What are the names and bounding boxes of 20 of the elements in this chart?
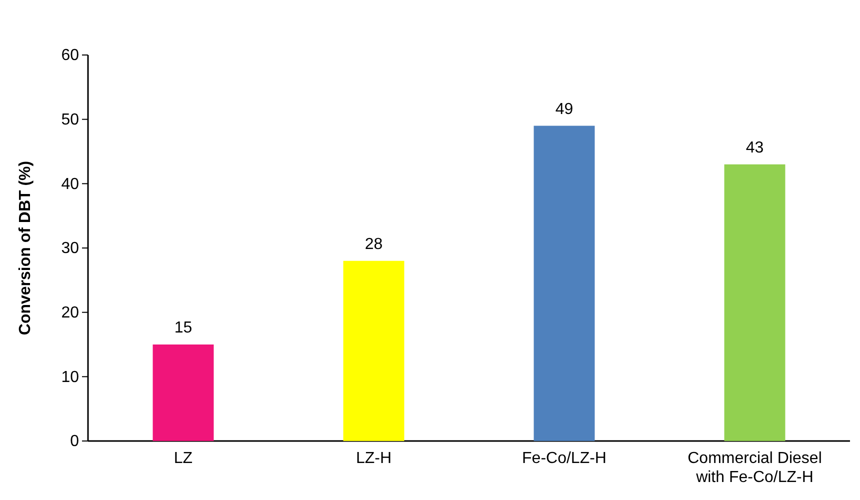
data-label: 15: [174, 320, 192, 336]
y-tick-label: 0: [70, 433, 80, 450]
data-label: 43: [746, 139, 764, 156]
y-tick-label: 20: [61, 304, 80, 322]
x-tick-label: Commercial Diesel with Fe-Co/LZ-H: [688, 450, 822, 486]
y-tick-label: 50: [61, 111, 80, 128]
y-tick-label: 30: [61, 240, 80, 258]
y-axis-title: Conversion of DBT (%): [17, 160, 34, 336]
bar: [343, 260, 404, 441]
bar: [724, 164, 786, 441]
bar: [534, 126, 595, 441]
y-tick-label: 60: [61, 47, 80, 64]
bar: [152, 344, 214, 441]
y-tick-label: 40: [61, 176, 80, 193]
data-label: 28: [364, 236, 383, 253]
x-tick-label: Fe-Co/LZ-H: [522, 450, 606, 467]
x-tick-label: LZ-H: [356, 450, 392, 467]
y-tick-label: 10: [61, 368, 80, 386]
data-label: 49: [555, 100, 574, 118]
x-tick-label: LZ: [174, 450, 193, 467]
